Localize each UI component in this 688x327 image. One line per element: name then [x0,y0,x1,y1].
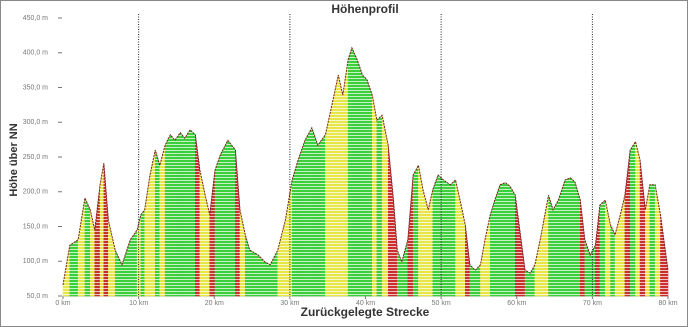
x-tick-label: 80 km [658,300,677,307]
area-stripes [63,47,668,297]
x-tick-label: 70 km [583,300,602,307]
y-tick-label: 350,0 m [23,84,48,91]
x-tick-label: 0 km [55,300,70,307]
chart-title: Höhenprofil [331,2,398,16]
y-axis-label: Höhe über NN [8,123,20,196]
profile-line [62,46,669,285]
x-tick-label: 10 km [129,300,148,307]
x-axis-label: Zurückgelegte Strecke [301,305,430,319]
x-tick-label: 50 km [432,300,451,307]
y-tick-label: 150,0 m [23,223,48,230]
y-tick-label: 100,0 m [23,258,48,265]
x-tick-label: 60 km [507,300,526,307]
x-tick-label: 30 km [280,300,299,307]
x-tick-label: 20 km [205,300,224,307]
y-tick-label: 400,0 m [23,50,48,57]
x-tick-label: 40 km [356,300,375,307]
y-tick-label: 200,0 m [23,189,48,196]
y-tick-label: 50,0 m [27,293,49,300]
y-tick-label: 250,0 m [23,154,48,161]
y-tick-label: 300,0 m [23,119,48,126]
y-tick-label: 450,0 m [23,15,48,22]
